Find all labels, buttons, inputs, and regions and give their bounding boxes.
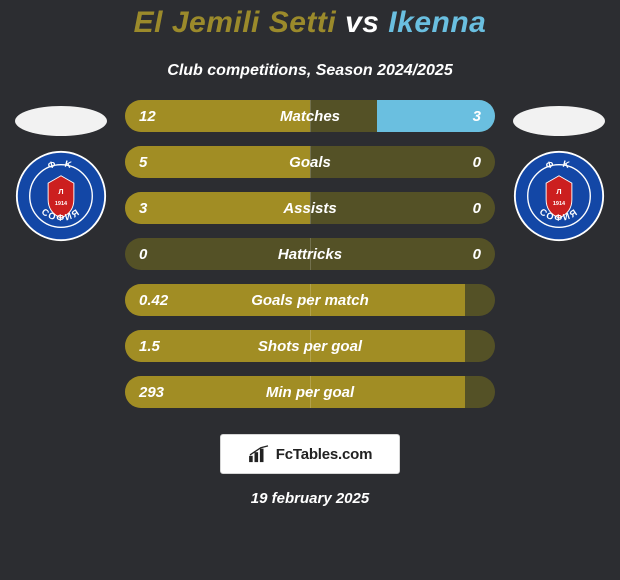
comparison-body: Л 1914 Φ K СОФИЯ 12Matches35Goals03Assis… (0, 100, 620, 408)
left-player-column: Л 1914 Φ K СОФИЯ (11, 100, 111, 242)
subtitle: Club competitions, Season 2024/2025 (0, 62, 620, 80)
fctables-brand-text: FcTables.com (276, 446, 373, 463)
player2-name: Ikenna (388, 6, 486, 39)
player2-club-badge: Л 1914 Φ K СОФИЯ (513, 150, 605, 242)
stat-value-left: 0.42 (125, 292, 183, 309)
vs-label: vs (345, 6, 379, 39)
fctables-chart-icon (248, 445, 270, 463)
stat-row: 1.5Shots per goal (125, 330, 495, 362)
stat-label: Min per goal (183, 384, 437, 401)
svg-text:Л: Л (556, 187, 561, 196)
stat-row: 3Assists0 (125, 192, 495, 224)
stat-value-left: 12 (125, 108, 183, 125)
stat-label: Hattricks (183, 246, 437, 263)
footer-date: 19 february 2025 (0, 490, 620, 507)
player2-avatar-placeholder (513, 106, 605, 136)
player1-club-badge: Л 1914 Φ K СОФИЯ (15, 150, 107, 242)
svg-text:1914: 1914 (55, 201, 68, 207)
stat-value-right: 3 (437, 108, 495, 125)
player1-name: El Jemili Setti (134, 6, 337, 39)
stat-label: Assists (183, 200, 437, 217)
stat-value-left: 0 (125, 246, 183, 263)
svg-text:Л: Л (58, 187, 63, 196)
right-player-column: Л 1914 Φ K СОФИЯ (509, 100, 609, 242)
stat-value-left: 3 (125, 200, 183, 217)
stat-row: 12Matches3 (125, 100, 495, 132)
fctables-logo: FcTables.com (220, 434, 400, 474)
stat-label: Matches (183, 108, 437, 125)
stat-value-right: 0 (437, 246, 495, 263)
stat-value-left: 1.5 (125, 338, 183, 355)
stat-row: 0Hattricks0 (125, 238, 495, 270)
stat-row: 293Min per goal (125, 376, 495, 408)
stat-value-right: 0 (437, 154, 495, 171)
stat-label: Goals per match (183, 292, 437, 309)
stat-value-left: 293 (125, 384, 183, 401)
comparison-title: El Jemili Setti vs Ikenna (0, 0, 620, 40)
stat-row: 5Goals0 (125, 146, 495, 178)
stat-value-left: 5 (125, 154, 183, 171)
stat-bars: 12Matches35Goals03Assists00Hattricks00.4… (125, 100, 495, 408)
stat-row: 0.42Goals per match (125, 284, 495, 316)
stat-label: Goals (183, 154, 437, 171)
player1-avatar-placeholder (15, 106, 107, 136)
stat-label: Shots per goal (183, 338, 437, 355)
svg-text:1914: 1914 (553, 201, 566, 207)
stat-value-right: 0 (437, 200, 495, 217)
